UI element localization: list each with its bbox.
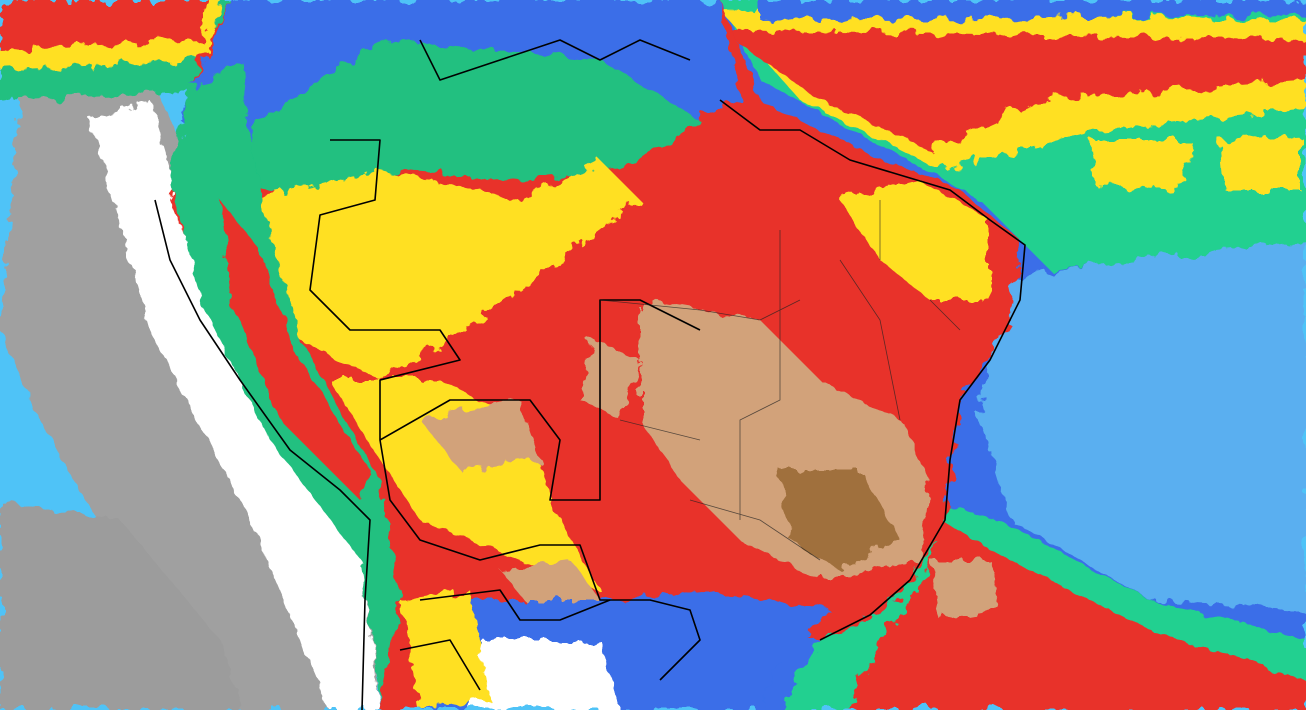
border [419, 589, 611, 621]
wet-zone [240, 40, 700, 200]
dry-zone [470, 640, 620, 710]
moderate-zone [840, 180, 990, 300]
moderate-zone [400, 590, 490, 710]
coastline [719, 99, 1026, 641]
coastline [154, 199, 371, 710]
state-line [599, 200, 961, 561]
rain-band [720, 30, 1306, 150]
border [419, 39, 691, 81]
dry-zone [0, 500, 240, 710]
dry-patch [420, 400, 540, 470]
border [379, 299, 701, 501]
dry-patch [930, 560, 1000, 620]
rain-band [0, 0, 210, 50]
dry-patch [580, 340, 640, 420]
andes [220, 200, 370, 500]
dry-zone [90, 100, 380, 710]
dry-core [780, 470, 900, 570]
rain-band [760, 0, 1306, 20]
border [399, 639, 481, 691]
moderate-zone [330, 380, 600, 590]
border [309, 139, 701, 681]
rain-band [1220, 135, 1300, 190]
moderate-zone [240, 160, 640, 380]
borders [154, 39, 1026, 710]
ocean [980, 230, 1306, 610]
rain-band [1090, 140, 1190, 190]
